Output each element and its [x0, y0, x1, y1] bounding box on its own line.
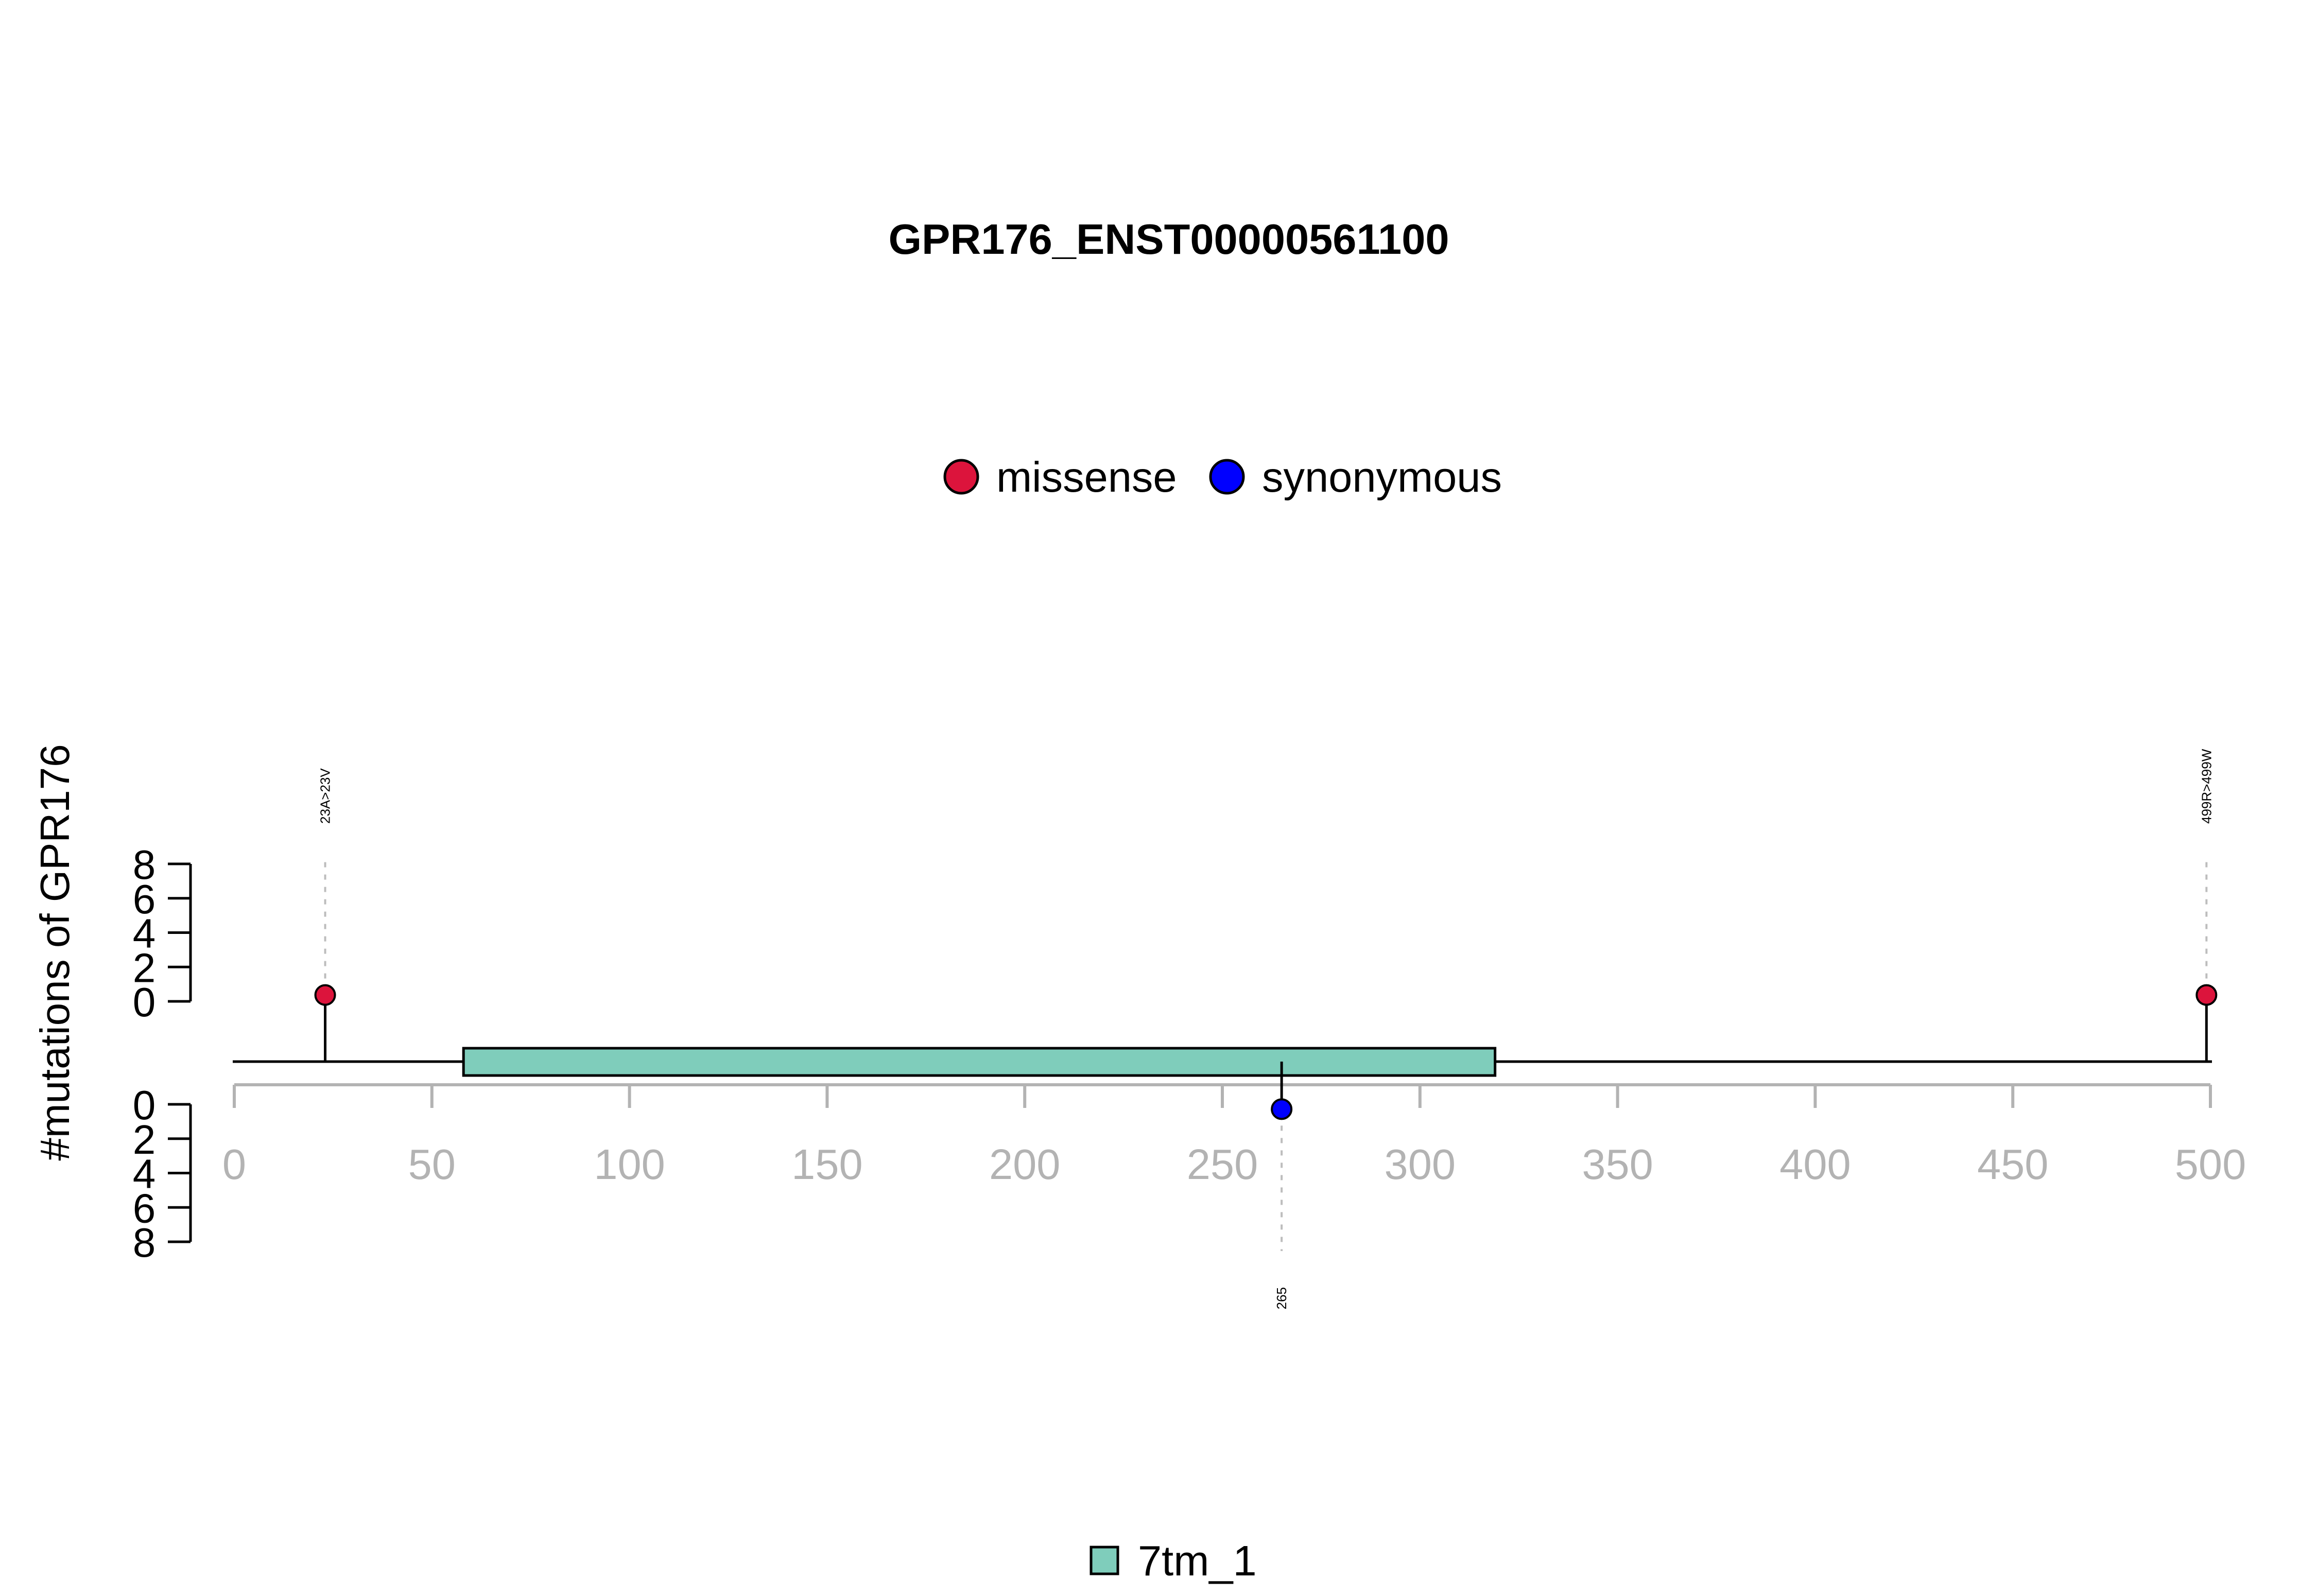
legend-synonymous-marker — [1209, 459, 1245, 495]
mutation-label: 499R>499W — [2199, 749, 2214, 824]
x-tick-label: 0 — [222, 1140, 246, 1188]
x-tick-label: 200 — [989, 1140, 1060, 1188]
mutation-point-missense — [2195, 984, 2218, 1006]
legend-7tm-1-label: 7tm_1 — [1138, 1537, 1257, 1585]
domain-legend: 7tm_1 — [1090, 1537, 1257, 1585]
domains — [462, 1047, 1497, 1077]
y-top-tick-label: 6 — [133, 876, 156, 922]
x-tick-label: 150 — [791, 1140, 862, 1188]
mutation-lollipop: 23A>23V — [314, 768, 336, 1062]
mutation-point-synonymous — [1271, 1098, 1293, 1120]
chart-title: GPR176_ENST00000561100 — [888, 215, 1449, 263]
mutation-label: 265 — [1274, 1287, 1289, 1309]
x-tick-label: 50 — [408, 1140, 456, 1188]
legend-synonymous-label: synonymous — [1262, 453, 1502, 501]
x-tick-label: 400 — [1779, 1140, 1851, 1188]
y-top-tick-label: 2 — [133, 945, 156, 991]
mutation-point-missense — [314, 984, 336, 1006]
x-tick-label: 300 — [1385, 1140, 1456, 1188]
x-tick-label: 500 — [2175, 1140, 2246, 1188]
domain-7tm-1-box — [462, 1047, 1497, 1077]
y-axis-label: #mutations of GPR176 — [32, 744, 78, 1160]
mutation-lollipop: 265 — [1271, 1062, 1293, 1309]
y-top-tick-label: 8 — [133, 842, 156, 888]
mutation-lollipop: 499R>499W — [2195, 749, 2218, 1062]
x-tick-label: 350 — [1582, 1140, 1653, 1188]
y-bottom-tick-label: 2 — [133, 1117, 156, 1163]
x-tick-label: 250 — [1187, 1140, 1258, 1188]
legend-7tm-1-swatch — [1090, 1546, 1119, 1575]
x-axis: 0 50 100 150 200 250 300 350 400 450 500 — [222, 1083, 2246, 1188]
y-bottom-tick-label: 6 — [133, 1185, 156, 1231]
y-bottom-tick-label: 4 — [133, 1151, 156, 1197]
mutation-legend: missense synonymous — [943, 453, 1502, 501]
x-tick-label: 100 — [594, 1140, 665, 1188]
x-tick-label: 450 — [1977, 1140, 2048, 1188]
y-bottom-tick-label: 8 — [133, 1220, 156, 1265]
mutation-label: 23A>23V — [318, 768, 333, 824]
y-top-tick-label: 4 — [133, 911, 156, 957]
legend-missense-label: missense — [996, 453, 1177, 501]
y-bottom-tick-label: 0 — [133, 1082, 156, 1128]
y-top-tick-label: 0 — [133, 979, 156, 1025]
legend-missense-marker — [943, 459, 979, 495]
mutations: 23A>23V 499R>499W 265 — [314, 749, 2218, 1309]
